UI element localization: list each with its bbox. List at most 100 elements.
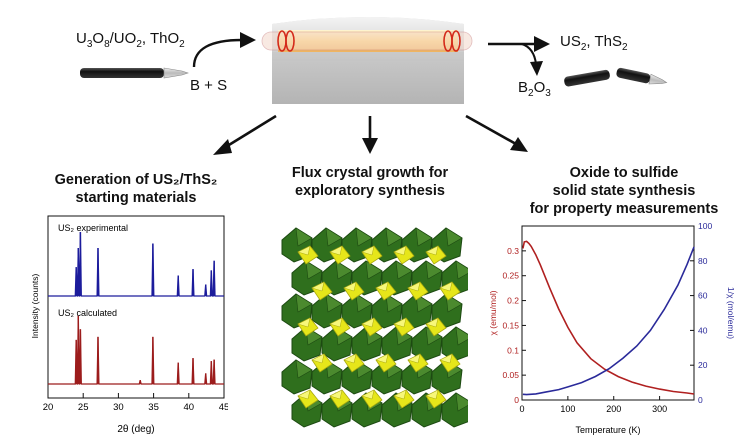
yellow-tetrahedron-face: [343, 281, 357, 292]
yellow-tetrahedron-face: [297, 389, 311, 400]
yellow-tetrahedron-face: [343, 353, 357, 364]
yellow-tetrahedron-face: [329, 245, 343, 256]
green-polyhedron-face: [325, 293, 343, 313]
mag-y2-tick-label: 100: [698, 221, 712, 231]
green-polyhedron-face: [355, 293, 373, 313]
green-polyhedron-face: [395, 260, 413, 280]
output-arrow: [488, 36, 550, 76]
yellow-tetrahedron-face: [439, 353, 453, 364]
mag-y-tick-label: 0: [514, 395, 519, 405]
xrd-x-tick-label: 30: [113, 402, 124, 413]
yellow-tetrahedron-face: [375, 353, 389, 364]
right-branch-heading: Oxide to sulfide solid state synthesis for…: [529, 165, 719, 217]
xrd-x-axis-label: 2θ (deg): [117, 424, 154, 435]
yellow-tetrahedron-face: [407, 281, 421, 292]
xrd-series-line-0: [48, 231, 224, 297]
green-polyhedron-face: [295, 227, 313, 247]
xrd-frame: [47, 215, 225, 399]
green-polyhedron-face: [295, 293, 313, 313]
green-polyhedron-face: [355, 227, 373, 247]
arrow-right-head: [510, 137, 528, 152]
mag-x-tick-label: 0: [519, 404, 524, 414]
green-polyhedron-face: [335, 260, 353, 280]
mag-y2-tick-label: 80: [698, 256, 708, 266]
mag-x-tick-label: 300: [652, 404, 667, 414]
green-polyhedron-face: [385, 293, 403, 313]
green-polyhedron-face: [415, 293, 433, 313]
product-ampoules: [564, 67, 668, 87]
yellow-tetrahedron-face: [393, 389, 407, 400]
reactants-label: U3O8/UO2, ThO2: [76, 30, 185, 50]
yellow-tetrahedron-face: [361, 389, 375, 400]
mag-y-tick-label: 0.15: [502, 320, 519, 330]
xrd-series-line-1: [48, 315, 224, 385]
mag-x-tick-label: 100: [560, 404, 575, 414]
green-polyhedron-face: [305, 260, 323, 280]
yellow-tetrahedron-face: [297, 317, 311, 328]
xrd-x-tick-label: 35: [148, 402, 159, 413]
tube-furnace: [261, 17, 473, 104]
yellow-tetrahedron-face: [393, 245, 407, 256]
mag-y2-tick-label: 20: [698, 360, 708, 370]
mag-x-tick-label: 200: [606, 404, 621, 414]
mag-y2-tick-label: 0: [698, 395, 703, 405]
mag-y2-axis-label: 1/χ (mol/emu): [726, 287, 734, 339]
xrd-x-tick-label: 20: [43, 402, 54, 413]
green-polyhedron-face: [455, 326, 468, 346]
products-label: US2, ThS2: [560, 33, 628, 53]
yellow-tetrahedron-face: [329, 389, 343, 400]
mag-y-tick-label: 0.2: [507, 296, 519, 306]
input-arrow: [192, 32, 256, 68]
mag-y-tick-label: 0.1: [507, 345, 519, 355]
green-polyhedron-face: [295, 359, 313, 379]
green-polyhedron-face: [365, 260, 383, 280]
reagent-label: B + S: [190, 77, 228, 94]
xrd-x-tick-label: 45: [219, 402, 228, 413]
yellow-tetrahedron-face: [439, 281, 453, 292]
xrd-pattern-chart: 20 25 30 35 40 45 US₂ experimental US₂ calcul…: [30, 215, 228, 435]
xrd-series-label-calculated: US₂ calculated: [58, 308, 117, 318]
mag-x-axis-label: Temperature (K): [575, 425, 640, 435]
yellow-tetrahedron-face: [375, 281, 389, 292]
yellow-tetrahedron-face: [393, 317, 407, 328]
mag-y-tick-label: 0.3: [507, 246, 519, 256]
green-polyhedron-face: [385, 227, 403, 247]
mag-y-tick-label: 0.25: [502, 271, 519, 281]
middle-branch-heading: Flux crystal growth for exploratory synth…: [291, 165, 449, 199]
mag-y2-tick-label: 60: [698, 291, 708, 301]
yellow-tetrahedron-face: [425, 245, 439, 256]
mag-frame: [521, 225, 695, 401]
mag-y-tick-label: 0.05: [502, 370, 519, 380]
green-polyhedron-face: [415, 227, 433, 247]
green-polyhedron-face: [455, 260, 468, 280]
reactant-ampoule: [80, 67, 189, 79]
byproduct-label: B2O3: [518, 79, 551, 99]
arrow-middle-head: [362, 138, 378, 154]
yellow-tetrahedron-face: [311, 281, 325, 292]
arrow-left-head: [213, 139, 232, 155]
xrd-x-tick-label: 40: [184, 402, 195, 413]
yellow-tetrahedron-face: [329, 317, 343, 328]
yellow-tetrahedron-face: [297, 245, 311, 256]
yellow-tetrahedron-face: [425, 389, 439, 400]
yellow-tetrahedron-face: [311, 353, 325, 364]
crystal-structure-image: [281, 227, 468, 428]
xrd-series-label-experimental: US₂ experimental: [58, 223, 128, 233]
green-polyhedron-face: [445, 227, 463, 247]
green-polyhedron-face: [425, 260, 443, 280]
mag-y2-tick-label: 40: [698, 325, 708, 335]
xrd-y-axis-label: Intensity (counts): [30, 273, 40, 338]
yellow-tetrahedron-face: [361, 317, 375, 328]
branch-arrows: [213, 114, 528, 155]
left-branch-heading: Generation of US₂/ThS₂ starting materials: [54, 172, 218, 206]
yellow-tetrahedron-face: [407, 353, 421, 364]
mag-series-line-left: [522, 240, 695, 395]
green-polyhedron-face: [325, 227, 343, 247]
yellow-tetrahedron-face: [361, 245, 375, 256]
magnetic-susceptibility-chart: 0 100 200 300 0 0.05 0.1 0.15 0.2 0.25 0.3 0 20 40 60 8…: [488, 221, 734, 435]
xrd-x-tick-label: 25: [78, 402, 89, 413]
green-polyhedron-face: [455, 392, 468, 412]
mag-series-line-right: [522, 246, 695, 396]
mag-y-axis-label: χ (emu/mol): [488, 290, 498, 335]
yellow-tetrahedron-face: [425, 317, 439, 328]
